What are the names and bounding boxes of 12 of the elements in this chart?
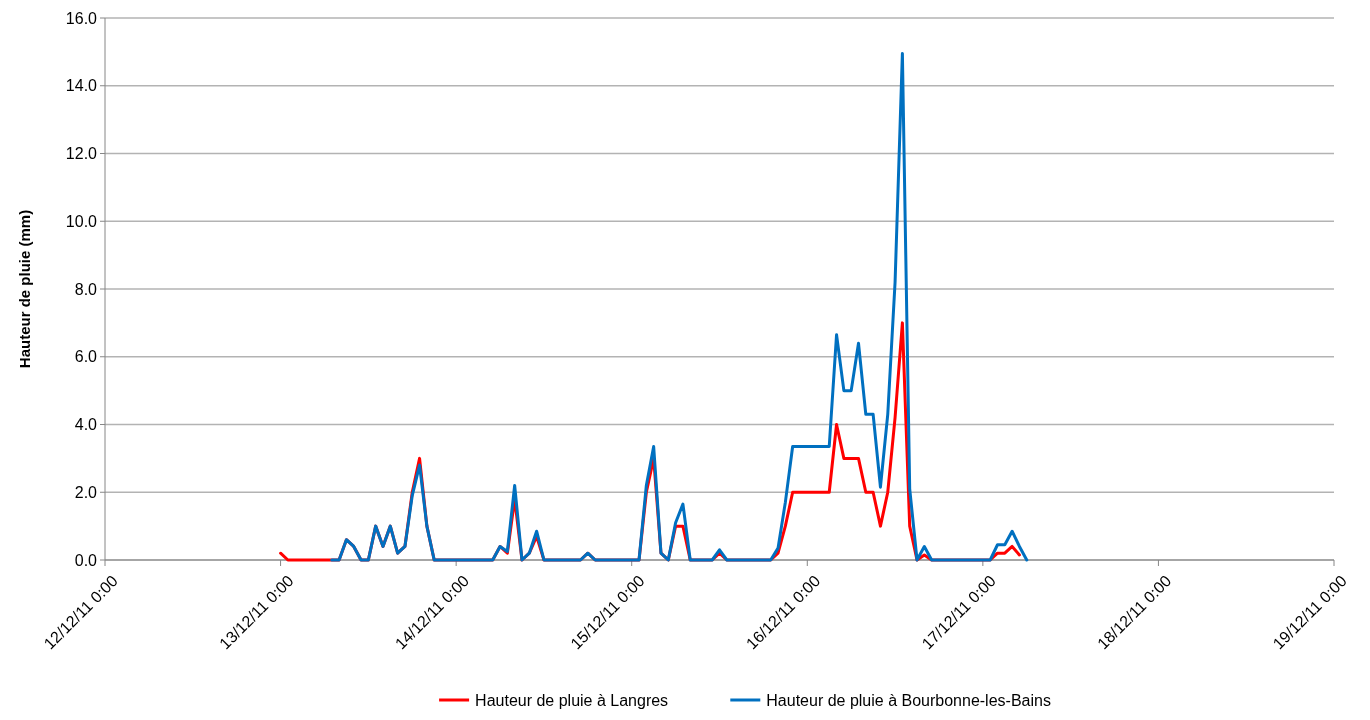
y-tick-label: 8.0 xyxy=(74,280,98,298)
legend-label: Hauteur de pluie à Bourbonne-les-Bains xyxy=(766,691,1051,709)
y-tick-label: 16.0 xyxy=(65,9,98,27)
y-tick-label: 0.0 xyxy=(74,551,98,569)
y-tick-label: 14.0 xyxy=(65,77,98,95)
y-tick-label: 10.0 xyxy=(65,212,98,230)
legend-label: Hauteur de pluie à Langres xyxy=(475,691,669,709)
y-axis-title: Hauteur de pluie (mm) xyxy=(16,209,33,369)
y-tick-label: 12.0 xyxy=(65,145,98,163)
y-tick-label: 6.0 xyxy=(74,348,98,366)
y-tick-label: 4.0 xyxy=(74,416,98,434)
y-tick-label: 2.0 xyxy=(74,483,98,501)
